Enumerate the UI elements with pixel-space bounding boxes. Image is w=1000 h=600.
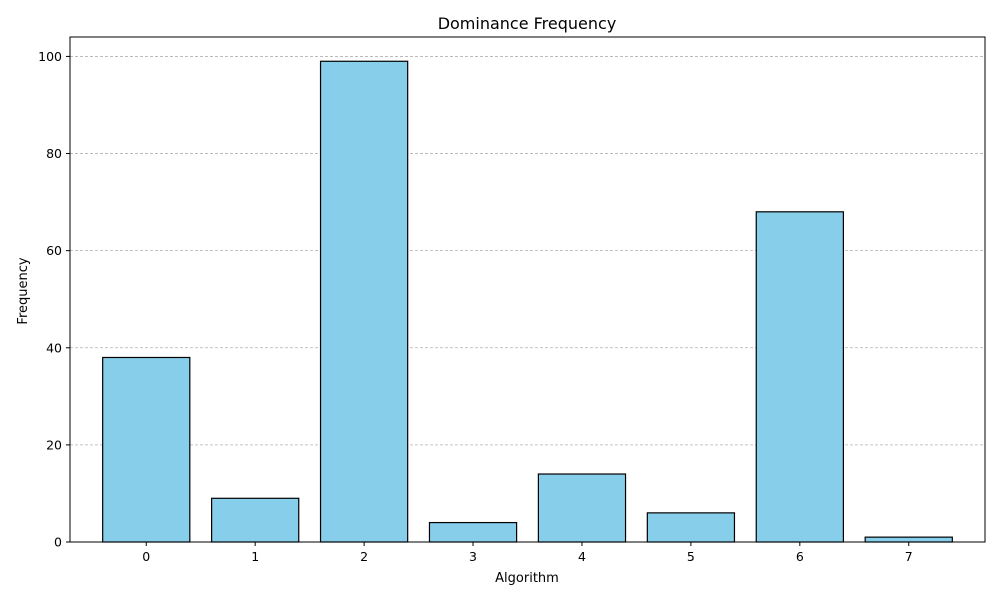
bar-7 [864, 536, 953, 543]
gridlines [70, 56, 985, 446]
bar-6 [755, 211, 844, 543]
y-tick-label-100: 100 [38, 49, 62, 64]
bar-2 [319, 60, 409, 543]
chart-title: Dominance Frequency [438, 14, 617, 33]
bar-1 [211, 497, 300, 543]
bar-4 [537, 473, 627, 543]
x-tick-label-1: 1 [251, 549, 259, 564]
bar-5 [646, 512, 736, 543]
x-tick-label-5: 5 [687, 549, 695, 564]
x-tick-label-7: 7 [905, 549, 913, 564]
x-tick-label-2: 2 [360, 549, 368, 564]
bar-0 [102, 356, 191, 543]
bar-3 [428, 521, 518, 543]
y-tick-label-0: 0 [54, 535, 62, 550]
x-tick-label-6: 6 [796, 549, 804, 564]
x-tick-label-0: 0 [142, 549, 150, 564]
x-tick-label-4: 4 [578, 549, 586, 564]
bars [102, 60, 953, 543]
x-axis-ticks: 0 1 2 3 4 5 6 7 [142, 542, 913, 564]
y-tick-label-20: 20 [46, 437, 62, 452]
y-tick-label-60: 60 [46, 243, 62, 258]
y-axis-label: Frequency [16, 257, 31, 324]
x-tick-label-3: 3 [469, 549, 477, 564]
x-axis-label: Algorithm [495, 571, 559, 586]
y-tick-label-80: 80 [46, 146, 62, 161]
plot-frame [69, 36, 986, 543]
y-axis-ticks: 0 20 40 60 80 100 [38, 49, 70, 550]
y-tick-label-40: 40 [46, 340, 62, 355]
